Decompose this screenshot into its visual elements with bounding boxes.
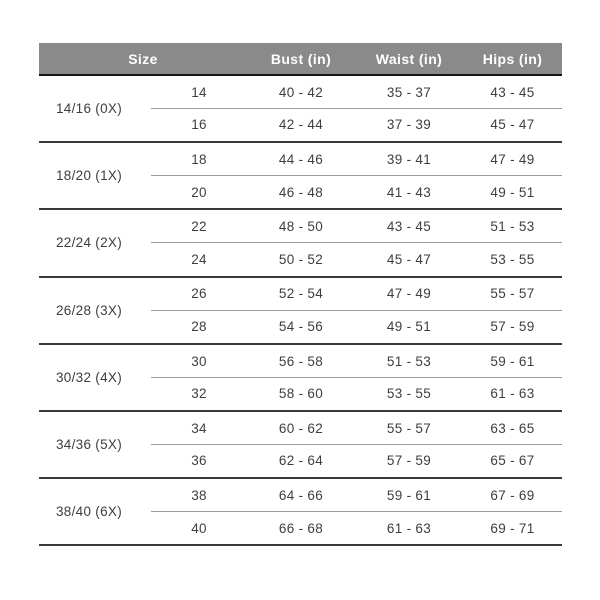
size-value: 22 bbox=[191, 219, 207, 235]
size-value: 26 bbox=[191, 286, 207, 302]
sub-row-divider bbox=[151, 376, 562, 378]
size-chart-table: Size Bust (in) Waist (in) Hips (in) 14/1… bbox=[39, 43, 562, 547]
column-header-waist: Waist (in) bbox=[375, 50, 443, 67]
bust-range: 46 - 48 bbox=[278, 184, 324, 200]
waist-range: 39 - 41 bbox=[386, 151, 432, 167]
sub-row-divider bbox=[151, 309, 562, 311]
bust-range: 56 - 58 bbox=[278, 353, 324, 369]
size-value: 34 bbox=[191, 420, 207, 436]
waist-range: 57 - 59 bbox=[386, 453, 432, 469]
group-label: 26/28 (3X) bbox=[55, 302, 123, 318]
column-header-hips: Hips (in) bbox=[482, 50, 543, 67]
size-value: 30 bbox=[191, 353, 207, 369]
column-header-bust: Bust (in) bbox=[270, 50, 332, 67]
waist-range: 53 - 55 bbox=[386, 386, 432, 402]
sub-row-divider bbox=[151, 108, 562, 110]
hips-range: 67 - 69 bbox=[490, 487, 535, 503]
column-header-size: Size bbox=[128, 50, 158, 67]
group-label: 38/40 (6X) bbox=[55, 504, 123, 520]
bust-range: 58 - 60 bbox=[278, 386, 324, 402]
waist-range: 47 - 49 bbox=[386, 286, 432, 302]
bust-range: 60 - 62 bbox=[278, 420, 324, 436]
waist-range: 45 - 47 bbox=[386, 251, 432, 267]
waist-range: 55 - 57 bbox=[386, 420, 432, 436]
waist-range: 51 - 53 bbox=[386, 353, 432, 369]
waist-range: 43 - 45 bbox=[386, 219, 432, 235]
size-group-18-20: 18/20 (1X) 18 44 - 46 39 - 41 47 - 49 20… bbox=[39, 143, 562, 211]
bust-range: 54 - 56 bbox=[278, 318, 324, 334]
size-group-26-28: 26/28 (3X) 26 52 - 54 47 - 49 55 - 57 28… bbox=[39, 278, 562, 345]
size-value: 24 bbox=[191, 251, 207, 267]
sub-row-divider bbox=[151, 242, 562, 244]
group-label: 14/16 (0X) bbox=[55, 101, 123, 117]
waist-range: 61 - 63 bbox=[386, 520, 432, 536]
hips-range: 65 - 67 bbox=[490, 453, 535, 469]
header-divider bbox=[39, 74, 562, 76]
hips-range: 47 - 49 bbox=[490, 151, 535, 167]
hips-range: 63 - 65 bbox=[490, 420, 535, 436]
bust-range: 66 - 68 bbox=[278, 520, 324, 536]
size-value: 32 bbox=[191, 386, 207, 402]
sub-row-divider bbox=[151, 175, 562, 177]
group-label: 30/32 (4X) bbox=[55, 369, 123, 385]
hips-range: 51 - 53 bbox=[490, 219, 535, 235]
size-value: 36 bbox=[191, 453, 207, 469]
sub-row-divider bbox=[151, 444, 562, 446]
waist-range: 59 - 61 bbox=[386, 487, 432, 503]
size-value: 38 bbox=[191, 487, 207, 503]
hips-range: 45 - 47 bbox=[490, 117, 535, 133]
bust-range: 42 - 44 bbox=[278, 117, 324, 133]
hips-range: 53 - 55 bbox=[490, 251, 535, 267]
bust-range: 52 - 54 bbox=[278, 286, 324, 302]
bust-range: 48 - 50 bbox=[278, 219, 324, 235]
size-value: 14 bbox=[191, 84, 207, 100]
group-label: 34/36 (5X) bbox=[55, 437, 123, 453]
bust-range: 44 - 46 bbox=[278, 151, 324, 167]
hips-range: 55 - 57 bbox=[490, 286, 535, 302]
size-value: 20 bbox=[191, 184, 207, 200]
bust-range: 50 - 52 bbox=[278, 251, 324, 267]
bust-range: 62 - 64 bbox=[278, 453, 324, 469]
waist-range: 37 - 39 bbox=[386, 117, 432, 133]
hips-range: 49 - 51 bbox=[490, 184, 535, 200]
size-value: 16 bbox=[191, 117, 207, 133]
group-label: 22/24 (2X) bbox=[55, 235, 123, 251]
size-group-34-36: 34/36 (5X) 34 60 - 62 55 - 57 63 - 65 36… bbox=[39, 412, 562, 480]
hips-range: 57 - 59 bbox=[490, 318, 535, 334]
size-group-30-32: 30/32 (4X) 30 56 - 58 51 - 53 59 - 61 32… bbox=[39, 345, 562, 412]
size-value: 40 bbox=[191, 520, 207, 536]
hips-range: 59 - 61 bbox=[490, 353, 535, 369]
hips-range: 61 - 63 bbox=[490, 386, 535, 402]
size-group-14-16: 14/16 (0X) 14 40 - 42 35 - 37 43 - 45 16… bbox=[39, 76, 562, 144]
hips-range: 69 - 71 bbox=[490, 520, 535, 536]
size-group-38-40: 38/40 (6X) 38 64 - 66 59 - 61 67 - 69 40… bbox=[39, 479, 562, 547]
group-label: 18/20 (1X) bbox=[55, 168, 123, 184]
waist-range: 49 - 51 bbox=[386, 318, 432, 334]
table-header-row: Size Bust (in) Waist (in) Hips (in) bbox=[39, 43, 562, 74]
size-value: 28 bbox=[191, 318, 207, 334]
size-group-22-24: 22/24 (2X) 22 48 - 50 43 - 45 51 - 53 24… bbox=[39, 210, 562, 278]
size-value: 18 bbox=[191, 151, 207, 167]
bust-range: 40 - 42 bbox=[278, 84, 324, 100]
waist-range: 35 - 37 bbox=[386, 84, 432, 100]
sub-row-divider bbox=[151, 511, 562, 513]
bust-range: 64 - 66 bbox=[278, 487, 324, 503]
hips-range: 43 - 45 bbox=[490, 84, 535, 100]
waist-range: 41 - 43 bbox=[386, 184, 432, 200]
